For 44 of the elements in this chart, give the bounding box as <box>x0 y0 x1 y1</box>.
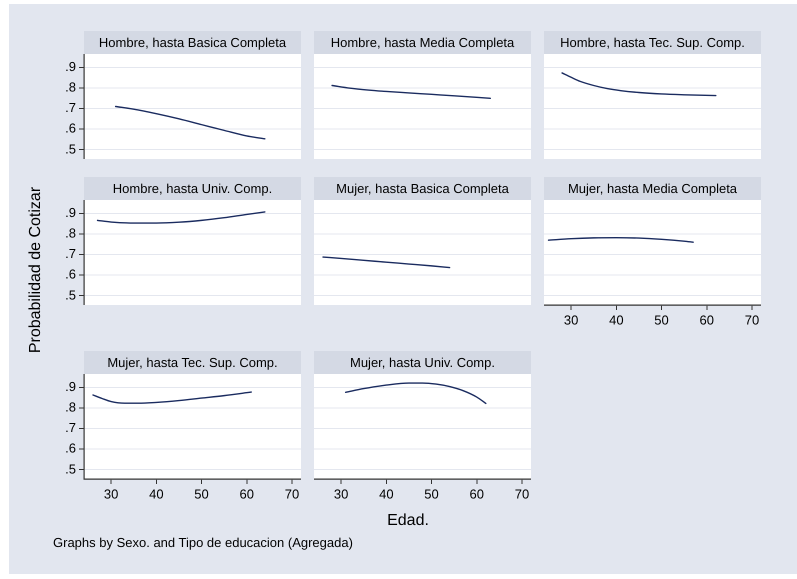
x-tick-label: 40 <box>149 486 164 502</box>
x-tick-label: 50 <box>194 486 209 502</box>
x-tick-label: 40 <box>609 312 624 328</box>
y-axis-title: Probabilidad de Cotizar <box>27 186 45 354</box>
x-tick-label: 70 <box>744 312 760 328</box>
line-series <box>96 211 266 224</box>
x-tick-label: 60 <box>700 312 714 328</box>
chart-title: Mujer, hasta Basica Completa <box>314 177 531 200</box>
y-tick-label: .5 <box>65 141 76 156</box>
y-tick-label: .9 <box>65 204 76 220</box>
x-tick-label: 60 <box>240 486 254 502</box>
x-tick-label: 60 <box>470 486 484 502</box>
y-tick-label: .6 <box>65 120 76 136</box>
x-tick-label: 30 <box>104 486 118 502</box>
chart-title: Hombre, hasta Basica Completa <box>84 31 301 54</box>
x-tick-label: 30 <box>334 486 348 502</box>
x-tick-label: 40 <box>379 486 394 502</box>
x-tick-label: 50 <box>654 312 669 328</box>
y-tick-label: .8 <box>65 226 76 241</box>
y-tick-label: .7 <box>65 100 76 116</box>
chart-title: Hombre, hasta Tec. Sup. Comp. <box>544 31 761 54</box>
y-tick-label: .6 <box>65 266 76 282</box>
x-tick-label: 70 <box>514 486 530 502</box>
y-tick-label: .5 <box>65 461 76 476</box>
y-tick-label: .6 <box>65 440 76 456</box>
text: Graphs by Sexo. and Tipo de educacion (Agregada) <box>53 535 353 550</box>
y-tick-label: .8 <box>65 80 76 95</box>
chart-title: Hombre, hasta Media Completa <box>314 31 531 54</box>
y-tick-label: .9 <box>65 58 76 74</box>
y-tick-label: .7 <box>65 420 76 436</box>
line-series <box>92 391 252 404</box>
x-tick-label: 70 <box>284 486 300 502</box>
line-series <box>114 106 266 140</box>
chart-title: Mujer, hasta Tec. Sup. Comp. <box>84 351 301 374</box>
y-tick-label: .8 <box>65 400 76 415</box>
x-tick-label: 50 <box>424 486 439 502</box>
y-tick-label: .7 <box>65 246 76 262</box>
chart-title: Hombre, hasta Univ. Comp. <box>84 177 301 200</box>
chart-title: Mujer, hasta Univ. Comp. <box>314 351 531 374</box>
x-tick-label: 30 <box>564 312 578 328</box>
chart-title: Mujer, hasta Media Completa <box>544 177 761 200</box>
x-axis-title: Edad. <box>387 512 429 530</box>
y-tick-label: .9 <box>65 378 76 394</box>
y-tick-label: .5 <box>65 287 76 302</box>
